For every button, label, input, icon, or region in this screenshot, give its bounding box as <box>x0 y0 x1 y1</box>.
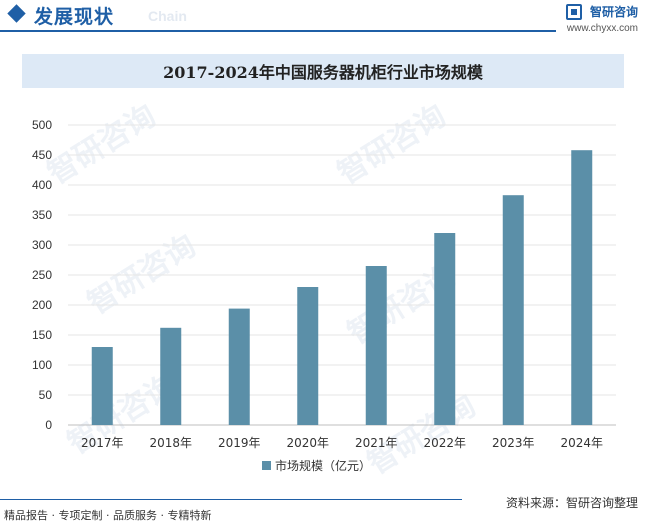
ghost-text: Chain <box>148 8 187 24</box>
y-tick-label: 450 <box>32 148 52 162</box>
y-tick-label: 100 <box>32 358 52 372</box>
x-tick-label: 2021年 <box>355 436 398 450</box>
x-tick-label: 2024年 <box>560 436 603 450</box>
brand-logo-icon <box>566 4 582 20</box>
section-title: 发展现状 <box>34 6 115 28</box>
y-tick-label: 50 <box>39 388 53 402</box>
x-tick-label: 2018年 <box>149 436 192 450</box>
bar <box>91 347 113 425</box>
page-header: 发展现状 Chain 智研咨询 www.chyxx.com <box>0 0 646 36</box>
bar <box>571 150 593 425</box>
x-tick-label: 2023年 <box>492 436 535 450</box>
x-tick-label: 2020年 <box>286 436 329 450</box>
bar <box>297 287 319 425</box>
bar <box>502 195 524 425</box>
y-tick-label: 300 <box>32 238 52 252</box>
y-tick-label: 0 <box>45 418 52 432</box>
brand-url: www.chyxx.com <box>566 23 638 34</box>
bar <box>228 308 250 425</box>
bar <box>365 266 387 425</box>
legend-swatch <box>262 461 271 470</box>
legend-label: 市场规模（亿元） <box>275 458 371 473</box>
header-rule <box>0 30 556 32</box>
brand-name: 智研咨询 <box>590 5 639 19</box>
x-tick-label: 2019年 <box>218 436 261 450</box>
chart-title: 2017-2024年中国服务器机柜行业市场规模 <box>163 63 483 82</box>
y-tick-label: 400 <box>32 178 52 192</box>
y-tick-label: 200 <box>32 298 52 312</box>
bar <box>434 233 456 425</box>
chart-title-band: 2017-2024年中国服务器机柜行业市场规模 <box>22 54 624 88</box>
y-tick-label: 500 <box>32 118 52 132</box>
x-tick-label: 2022年 <box>423 436 466 450</box>
y-tick-label: 250 <box>32 268 52 282</box>
footer-tagline: 精品报告 · 专项定制 · 品质服务 · 专精特新 <box>4 509 212 522</box>
y-tick-label: 350 <box>32 208 52 222</box>
footer-rule <box>0 499 462 500</box>
x-tick-label: 2017年 <box>81 436 124 450</box>
bar <box>160 327 182 425</box>
y-tick-label: 150 <box>32 328 52 342</box>
data-source: 资料来源：智研咨询整理 <box>505 496 638 510</box>
